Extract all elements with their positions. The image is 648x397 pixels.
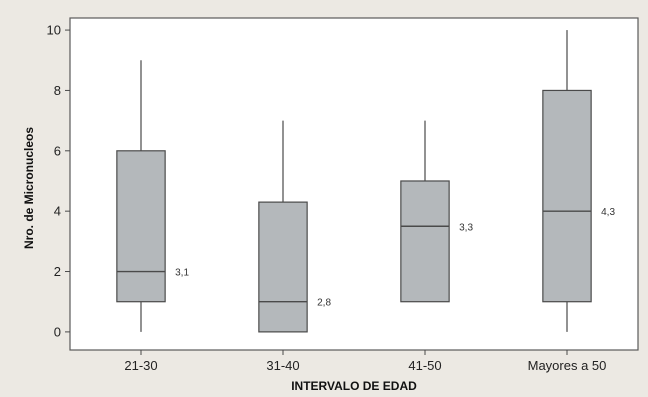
- x-axis: 21-30 31-40 41-50 Mayores a 50: [124, 350, 606, 373]
- data-label: 3,1: [175, 268, 189, 279]
- x-tick-label: Mayores a 50: [528, 358, 607, 373]
- x-tick-label: 21-30: [124, 358, 157, 373]
- x-axis-title: INTERVALO DE EDAD: [291, 379, 417, 393]
- iqr-box: [116, 150, 166, 303]
- y-tick-label: 0: [54, 324, 61, 339]
- box-group: 3,1: [116, 60, 189, 332]
- box-group: 3,3: [400, 120, 473, 303]
- x-tick-label: 41-50: [408, 358, 441, 373]
- data-label: 2,8: [317, 298, 331, 309]
- boxes-layer: 3,1 2,8 3,3 4,3: [116, 30, 615, 333]
- y-tick-label: 8: [54, 83, 61, 98]
- iqr-box: [542, 89, 592, 303]
- y-axis-title: Nro. de Micronucleos: [22, 127, 36, 249]
- data-label: 4,3: [601, 207, 615, 218]
- y-tick-label: 2: [54, 264, 61, 279]
- iqr-box: [400, 180, 450, 303]
- y-tick-label: 4: [54, 204, 61, 219]
- y-tick-label: 10: [47, 23, 61, 38]
- x-tick-label: 31-40: [266, 358, 299, 373]
- box-group: 4,3: [542, 30, 615, 332]
- iqr-box: [258, 201, 308, 333]
- y-tick-label: 6: [54, 143, 61, 158]
- y-axis: 0 2 4 6 8 10: [47, 23, 70, 339]
- data-label: 3,3: [459, 222, 473, 233]
- box-group: 2,8: [258, 120, 331, 333]
